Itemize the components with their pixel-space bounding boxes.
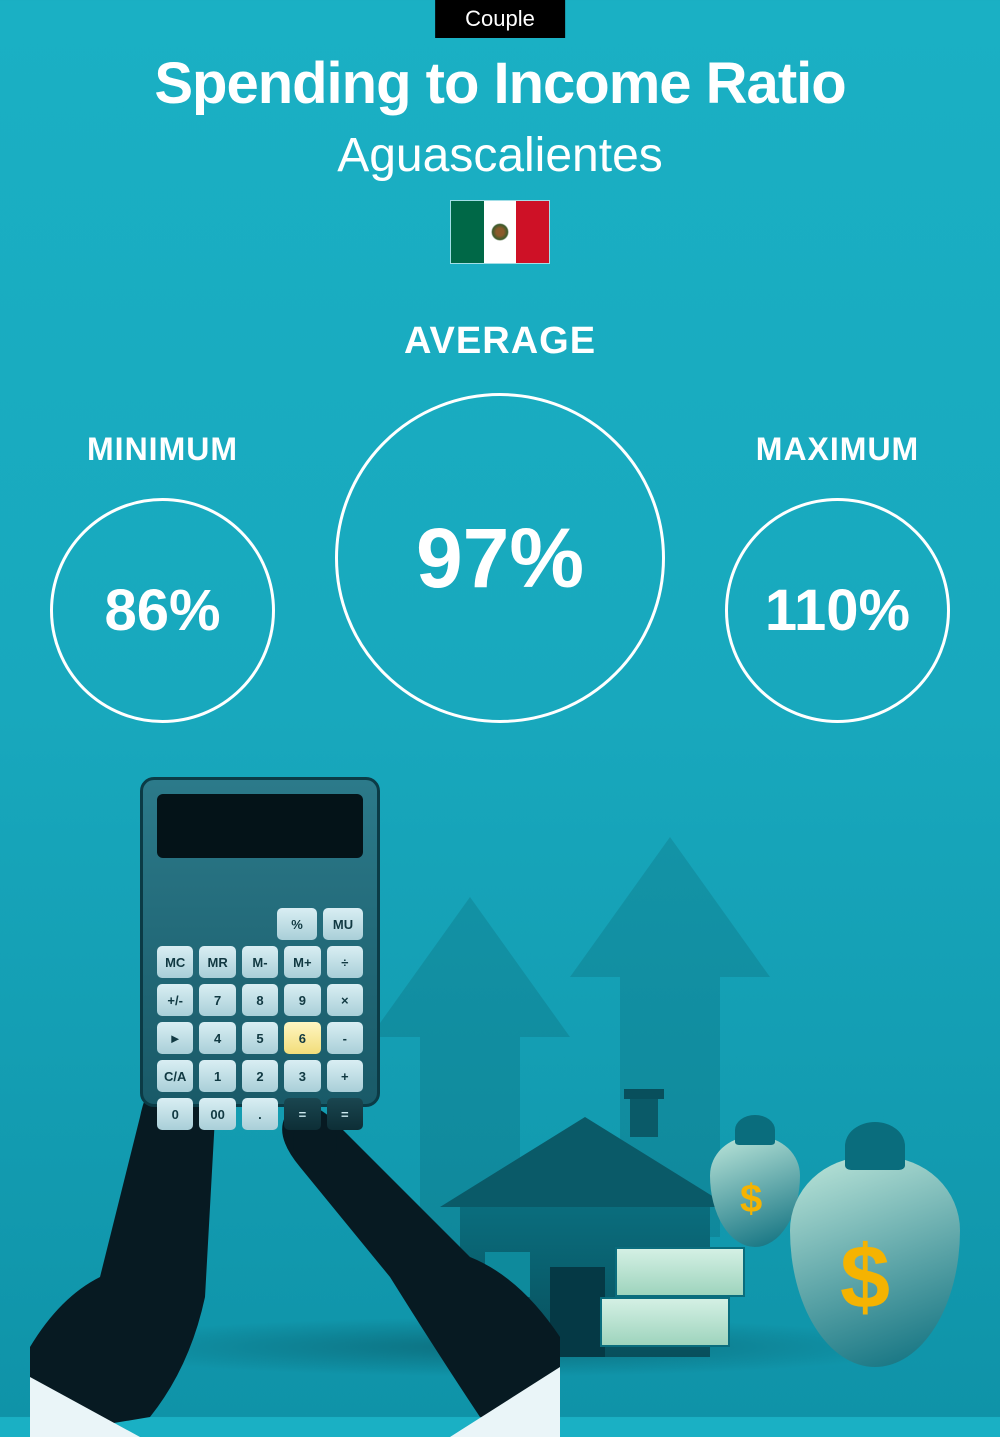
calc-key: 0 bbox=[157, 1098, 193, 1130]
calculator-top-row: % MU bbox=[157, 908, 363, 940]
calc-key: 1 bbox=[199, 1060, 235, 1092]
calc-key: = bbox=[284, 1098, 320, 1130]
flag-stripe-white bbox=[484, 201, 517, 263]
calculator-icon: % MU MCMRM-M+÷+/-789×►456-C/A123+000.== bbox=[140, 777, 380, 1107]
calc-key: = bbox=[327, 1098, 363, 1130]
calc-key: 00 bbox=[199, 1098, 235, 1130]
moneybag-large-tie bbox=[845, 1122, 905, 1170]
dollar-icon: $ bbox=[740, 1177, 762, 1222]
stat-maximum: MAXIMUM 110% bbox=[725, 431, 950, 723]
stat-minimum-value: 86% bbox=[104, 577, 220, 644]
stat-maximum-label: MAXIMUM bbox=[756, 431, 919, 468]
cash-stack-2 bbox=[615, 1247, 745, 1297]
stat-average-label: AVERAGE bbox=[404, 320, 596, 363]
calc-key: 6 bbox=[284, 1022, 320, 1054]
calc-key: - bbox=[327, 1022, 363, 1054]
calc-key-mu: MU bbox=[323, 908, 363, 940]
moneybag-small-tie bbox=[735, 1115, 775, 1145]
flag-stripe-red bbox=[516, 201, 549, 263]
calc-key: MC bbox=[157, 946, 193, 978]
calc-key: ÷ bbox=[327, 946, 363, 978]
stat-maximum-circle: 110% bbox=[725, 498, 950, 723]
calc-key: ► bbox=[157, 1022, 193, 1054]
location-subtitle: Aguascalientes bbox=[0, 128, 1000, 183]
calc-key: + bbox=[327, 1060, 363, 1092]
calc-key: 7 bbox=[199, 984, 235, 1016]
page-title: Spending to Income Ratio bbox=[0, 50, 1000, 117]
stats-row: MINIMUM 86% AVERAGE 97% MAXIMUM 110% bbox=[0, 320, 1000, 723]
calc-key: M- bbox=[242, 946, 278, 978]
stat-minimum-label: MINIMUM bbox=[87, 431, 238, 468]
calc-key-percent: % bbox=[277, 908, 317, 940]
stat-average-circle: 97% bbox=[335, 393, 665, 723]
calc-key: 5 bbox=[242, 1022, 278, 1054]
calculator-screen bbox=[157, 794, 363, 858]
calc-key: × bbox=[327, 984, 363, 1016]
calc-key: +/- bbox=[157, 984, 193, 1016]
illustration: $ $ % MU MCMRM-M+÷ +/-789× ►456- C/A123+000… bbox=[0, 777, 1000, 1417]
calc-key: M+ bbox=[284, 946, 320, 978]
stat-average-value: 97% bbox=[416, 510, 584, 607]
dollar-icon: $ bbox=[840, 1227, 890, 1330]
calculator-keys: MCMRM-M+÷+/-789×►456-C/A123+000.== bbox=[157, 946, 363, 1130]
calc-key: MR bbox=[199, 946, 235, 978]
calc-key: 8 bbox=[242, 984, 278, 1016]
stat-minimum: MINIMUM 86% bbox=[50, 431, 275, 723]
stat-maximum-value: 110% bbox=[765, 577, 910, 644]
calc-key: C/A bbox=[157, 1060, 193, 1092]
house-chimney-cap bbox=[624, 1089, 664, 1099]
calc-key: 4 bbox=[199, 1022, 235, 1054]
flag-emblem-icon bbox=[491, 223, 509, 241]
calc-key: 3 bbox=[284, 1060, 320, 1092]
calc-key: 2 bbox=[242, 1060, 278, 1092]
category-badge: Couple bbox=[435, 0, 565, 38]
stat-average: AVERAGE 97% bbox=[335, 320, 665, 723]
cash-stack-1 bbox=[600, 1297, 730, 1347]
country-flag-mexico bbox=[450, 200, 550, 264]
flag-stripe-green bbox=[451, 201, 484, 263]
stat-minimum-circle: 86% bbox=[50, 498, 275, 723]
calc-key: . bbox=[242, 1098, 278, 1130]
calc-key: 9 bbox=[284, 984, 320, 1016]
